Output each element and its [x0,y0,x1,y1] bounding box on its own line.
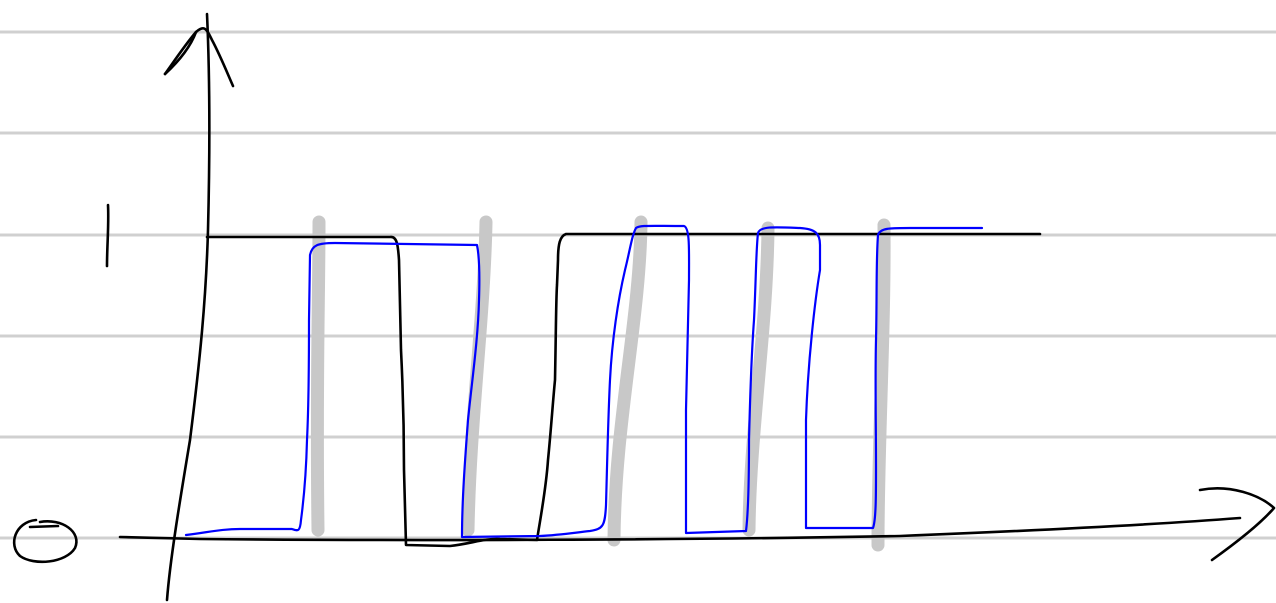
arrow-right-icon [1198,487,1276,562]
transition-marker [310,215,326,537]
output-signal-waveform [184,224,984,539]
transition-marker [871,218,891,552]
arrow-up-icon [163,27,235,88]
arrow-up-icon-stroke [163,30,198,76]
y-axis-line [165,12,211,602]
x-axis-line [118,516,1242,542]
x-axis [118,487,1276,562]
y-label-zero [12,518,78,564]
y-axis [163,12,235,602]
axis-labels: 1 0 [12,203,110,564]
y-label-one [105,203,110,268]
transition-marker [461,215,493,537]
input-signal-waveform [205,232,1042,548]
transition-markers [310,215,891,552]
transition-marker [742,221,775,537]
transition-marker [607,215,648,547]
